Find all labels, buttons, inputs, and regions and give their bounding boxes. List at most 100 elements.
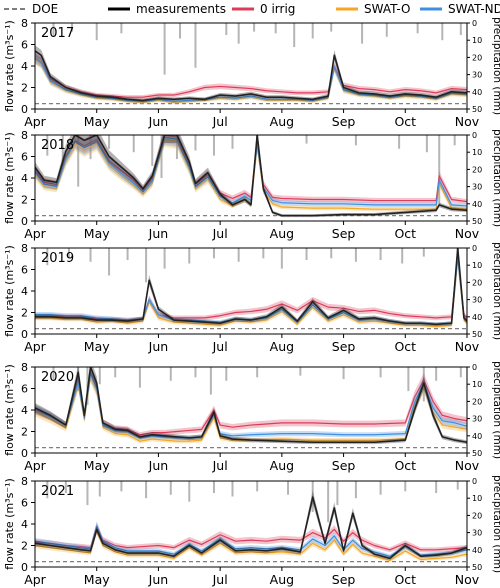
precip-bar-4: [163, 23, 166, 75]
xtick-label: Apr: [24, 339, 46, 354]
precip-bar-1: [61, 135, 64, 170]
y2tick-label: 30: [472, 71, 482, 80]
ytick-label: 8: [21, 475, 28, 488]
y2tick-label: 40: [472, 432, 482, 441]
y2tick-label: 20: [472, 397, 482, 406]
band-measurements: [35, 45, 467, 103]
band-swat-o: [35, 251, 467, 329]
plot-area: [35, 481, 467, 563]
precip-bar-6: [194, 23, 197, 68]
xtick-label: Aug: [270, 458, 294, 473]
precip-bar-18: [459, 23, 462, 36]
xtick-label: May: [84, 458, 110, 473]
panel-title: 2021: [41, 484, 74, 499]
precip-bar-0: [46, 135, 49, 156]
xtick-label: Aug: [270, 339, 294, 354]
series-measurements: [35, 367, 467, 444]
precip-bar-13: [330, 23, 333, 32]
precip-bar-14: [336, 481, 339, 506]
xtick-label: Jul: [212, 226, 228, 241]
ytick-label: 6: [21, 151, 28, 164]
xtick-label: May: [84, 226, 110, 241]
xtick-label: Jun: [148, 572, 169, 587]
precip-bar-16: [379, 481, 382, 495]
precip-bar-17: [459, 367, 462, 378]
y2tick-label: 30: [472, 415, 482, 424]
band-0-irrig: [35, 135, 467, 205]
precip-bar-6: [169, 367, 172, 381]
ytick-label: 4: [21, 404, 28, 417]
xtick-label: Aug: [270, 226, 294, 241]
y2tick-label: 10: [472, 148, 482, 157]
panel-title: 2018: [41, 138, 74, 153]
precip-bar-4: [114, 367, 117, 378]
precip-bar-18: [453, 135, 456, 146]
y2tick-label: 0: [472, 244, 477, 253]
xtick-label: Sep: [332, 114, 356, 129]
precip-bar-4: [126, 248, 129, 261]
ylabel: flow rate (m³s⁻¹): [3, 478, 16, 570]
precip-bar-13: [379, 367, 382, 378]
legend-label: DOE: [32, 2, 58, 16]
xtick-label: Nov: [455, 458, 480, 473]
precip-bar-18: [435, 481, 438, 494]
ylabel: flow rate (m³s⁻¹): [3, 245, 16, 337]
xtick-label: Apr: [24, 458, 46, 473]
ytick-label: 8: [21, 361, 28, 374]
precip-bar-0: [46, 248, 49, 266]
precip-bar-5: [145, 248, 148, 283]
y2label: precipitation (mm): [491, 129, 500, 227]
precip-bar-16: [401, 248, 404, 264]
precip-bar-6: [151, 135, 154, 166]
xtick-label: Apr: [24, 572, 46, 587]
xtick-label: Sep: [332, 339, 356, 354]
xtick-label: Oct: [394, 114, 416, 129]
y2tick-label: 20: [472, 53, 482, 62]
precip-bar-11: [280, 248, 283, 269]
precip-bar-12: [342, 367, 345, 380]
y2tick-label: 50: [472, 563, 482, 572]
precip-bar-13: [327, 481, 330, 523]
precip-bar-19: [456, 481, 459, 490]
xtick-label: Jul: [212, 458, 228, 473]
precip-bar-1: [64, 481, 67, 494]
xtick-label: Jul: [212, 572, 228, 587]
ytick-label: 2: [21, 426, 28, 439]
panel-2018: 0 2 4 6 8 0 10 20 30 40 50 Apr May Jun Jul Aug Sep Oct Nov…: [3, 129, 500, 241]
y2tick-label: 30: [472, 529, 482, 538]
xtick-label: Jul: [212, 339, 228, 354]
precip-bar-4: [120, 481, 123, 492]
precip-bar-10: [212, 135, 215, 156]
xtick-label: Sep: [332, 458, 356, 473]
xtick-label: Nov: [455, 114, 480, 129]
precip-bar-17: [441, 23, 444, 41]
precip-bar-11: [299, 367, 302, 376]
precip-bar-11: [293, 23, 296, 48]
precip-bar-3: [108, 248, 111, 276]
precip-bar-9: [225, 367, 228, 381]
precip-bar-3: [98, 481, 101, 497]
legend: DOE measurements 0 irrig SWAT-O SWAT-NDVI: [4, 2, 500, 16]
precip-bar-13: [330, 248, 333, 259]
ylabel: flow rate (m³s⁻¹): [3, 364, 16, 456]
precip-bar-14: [361, 23, 364, 44]
y2tick-label: 40: [472, 200, 482, 209]
plot-area: [35, 23, 467, 105]
series-swat-ndvi: [35, 525, 467, 557]
xtick-label: Sep: [332, 226, 356, 241]
panel-title: 2019: [41, 251, 74, 266]
y2tick-label: 10: [472, 380, 482, 389]
y2label: precipitation (mm): [491, 361, 500, 459]
xtick-label: Oct: [394, 226, 416, 241]
legend-item-0-irrig: 0 irrig: [232, 2, 295, 16]
xtick-label: Jun: [148, 114, 169, 129]
precip-bar-17: [438, 135, 441, 204]
panel-2017: 0 2 4 6 8 0 10 20 30 40 50 Apr May Jun Jul Aug Sep Oct Nov…: [3, 17, 500, 129]
precip-bar-8: [237, 23, 240, 44]
y2tick-label: 20: [472, 278, 482, 287]
precip-bar-7: [188, 248, 191, 264]
ytick-label: 4: [21, 285, 28, 298]
plot-area: [35, 248, 467, 330]
panel-2019: 0 2 4 6 8 0 10 20 30 40 50 Apr May Jun Jul Aug Sep Oct Nov…: [3, 242, 500, 354]
precip-bar-14: [354, 135, 357, 146]
